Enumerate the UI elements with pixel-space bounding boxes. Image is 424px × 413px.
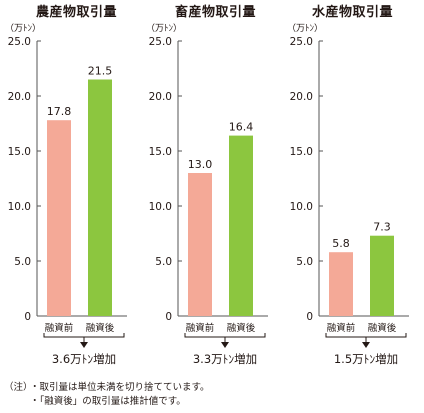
y-axis-unit-label: （万ﾄﾝ）: [287, 24, 324, 34]
bar: [188, 173, 212, 316]
y-tick-label: 0: [165, 311, 172, 323]
arrow-head: [362, 342, 370, 348]
y-tick-label: 25.0: [149, 36, 172, 48]
y-tick-label: 20.0: [8, 91, 31, 103]
y-tick-label: 25.0: [290, 36, 313, 48]
arrow-head: [80, 342, 88, 348]
chart-title: 畜産物取引量: [175, 5, 257, 20]
y-tick-label: 10.0: [149, 201, 172, 213]
category-label: 融資前: [327, 322, 356, 334]
category-label: 融資後: [368, 322, 397, 334]
data-label: 16.4: [229, 121, 254, 134]
chart-svg: 0 5.0 10.0 15.0 20.0 25.0 5.8 融資前 7.3 融資後: [290, 36, 409, 348]
category-label: 融資後: [86, 322, 115, 334]
y-tick-label: 10.0: [290, 201, 313, 213]
footnote-text: ・「融資後」の取引量は推計値です。: [30, 396, 186, 407]
y-tick-label: 15.0: [8, 146, 31, 158]
y-tick-label: 5.0: [155, 256, 172, 268]
chart-panel: 水産物取引量 （万ﾄﾝ） 0 5.0 10.0 15.0 20.0 25.0 5.8 融資前 7.3…: [282, 0, 423, 380]
y-tick-label: 20.0: [290, 91, 313, 103]
chart-svg: 0 5.0 10.0 15.0 20.0 25.0 13.0 融資前 16.4 融資後: [149, 36, 268, 348]
chart-svg: 0 5.0 10.0 15.0 20.0 25.0 17.8 融資前 21.5 融資後: [8, 36, 127, 348]
charts-container: 農産物取引量 （万ﾄﾝ） 0 5.0 10.0 15.0 20.0 25.0 17.8 融資前 21…: [0, 0, 423, 380]
bar: [370, 235, 394, 316]
data-label: 17.8: [47, 105, 72, 118]
footnotes: （注）・取引量は単位未満を切り捨てています。 ・「融資後」の取引量は推計値です。: [4, 381, 210, 409]
chart-title: 農産物取引量: [36, 5, 118, 20]
footnote-line: ・「融資後」の取引量は推計値です。: [4, 395, 210, 409]
y-tick-label: 5.0: [14, 256, 31, 268]
data-label: 21.5: [88, 65, 113, 78]
bar: [88, 79, 112, 316]
y-axis-unit-label: （万ﾄﾝ）: [5, 24, 42, 34]
chart-panel: 畜産物取引量 （万ﾄﾝ） 0 5.0 10.0 15.0 20.0 25.0 13.0 融資前 16…: [141, 0, 282, 380]
category-label: 融資後: [227, 322, 256, 334]
footnote-prefix: （注）: [4, 382, 33, 393]
y-tick-label: 20.0: [149, 91, 172, 103]
arrow-head: [221, 342, 229, 348]
footnote-line: （注）・取引量は単位未満を切り捨てています。: [4, 381, 210, 395]
y-tick-label: 0: [306, 311, 313, 323]
increase-annotation: 3.6万ﾄﾝ増加: [51, 352, 117, 366]
y-tick-label: 25.0: [8, 36, 31, 48]
increase-annotation: 3.3万ﾄﾝ増加: [192, 352, 258, 366]
y-tick-label: 10.0: [8, 201, 31, 213]
y-tick-label: 15.0: [149, 146, 172, 158]
increase-annotation: 1.5万ﾄﾝ増加: [333, 352, 399, 366]
y-tick-label: 15.0: [290, 146, 313, 158]
bar: [229, 135, 253, 316]
bar: [329, 252, 353, 316]
bar: [47, 120, 71, 316]
data-label: 5.8: [332, 237, 350, 250]
chart-panel: 農産物取引量 （万ﾄﾝ） 0 5.0 10.0 15.0 20.0 25.0 17.8 融資前 21…: [0, 0, 141, 380]
category-label: 融資前: [186, 322, 215, 334]
data-label: 13.0: [188, 158, 213, 171]
footnote-text: ・取引量は単位未満を切り捨てています。: [30, 382, 210, 393]
data-label: 7.3: [373, 221, 391, 234]
y-tick-label: 0: [24, 311, 31, 323]
y-tick-label: 5.0: [296, 256, 313, 268]
category-label: 融資前: [45, 322, 74, 334]
y-axis-unit-label: （万ﾄﾝ）: [146, 24, 183, 34]
chart-title: 水産物取引量: [312, 5, 394, 20]
